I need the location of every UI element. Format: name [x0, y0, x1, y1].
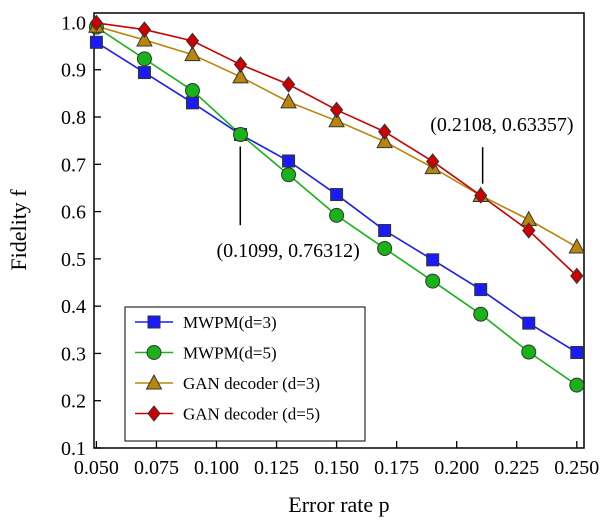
marker-circle: [329, 207, 345, 223]
annotations: (0.1099, 0.76312) (0.2108, 0.63357): [217, 114, 574, 262]
marker-triangle: [280, 92, 297, 109]
marker-triangle: [376, 132, 393, 149]
x-axis-label: Error rate p: [288, 492, 389, 517]
axis-ticks: 0.050 0.075 0.100 0.125 0.150 0.175 0.200 0.225…: [61, 12, 599, 479]
x-tick-label: 0.200: [434, 457, 479, 479]
y-tick-label: 0.8: [61, 107, 86, 129]
marker-diamond: [233, 56, 248, 73]
y-tick-label: 0.4: [61, 296, 86, 318]
plot-frame: [93, 12, 585, 449]
marker-diamond: [185, 32, 200, 50]
marker-circle: [473, 306, 489, 322]
y-axis-label: Fidelity f: [6, 189, 31, 271]
marker-triangle: [328, 111, 345, 128]
x-tick-label: 0.050: [74, 457, 119, 479]
y-tick-label: 0.7: [61, 154, 86, 176]
marker-circle: [569, 377, 585, 393]
x-tick-label: 0.100: [194, 457, 239, 479]
marker-circle: [281, 167, 297, 183]
y-tick-label: 0.9: [61, 60, 86, 82]
y-tick-label: 0.6: [61, 202, 86, 224]
marker-diamond: [147, 405, 161, 422]
marker-square: [282, 154, 296, 168]
marker-circle: [377, 240, 393, 256]
series-line: [96, 22, 578, 277]
annotation-label: (0.1099, 0.76312): [217, 240, 360, 262]
legend-label: MWPM(d=3): [183, 313, 277, 332]
x-tick-label: 0.250: [554, 457, 599, 479]
x-tick-label: 0.125: [254, 457, 299, 479]
marker-diamond: [522, 222, 536, 239]
x-tick-label: 0.175: [374, 457, 419, 479]
y-tick-label: 0.5: [61, 249, 86, 271]
marker-circle: [233, 127, 249, 143]
marker-triangle: [568, 237, 586, 254]
marker-circle: [136, 51, 152, 67]
marker-circle: [425, 273, 441, 289]
marker-square: [137, 66, 151, 80]
marker-triangle: [184, 45, 201, 62]
marker-diamond: [570, 267, 584, 285]
y-tick-label: 1.0: [61, 12, 86, 34]
marker-square: [522, 316, 536, 330]
marker-circle: [184, 83, 200, 99]
marker-square: [570, 345, 584, 359]
y-tick-label: 0.3: [61, 343, 86, 365]
legend-label: MWPM(d=5): [183, 344, 277, 363]
marker-square: [185, 96, 199, 110]
legend-box: [124, 306, 366, 442]
marker-square: [378, 224, 392, 237]
marker-diamond: [474, 187, 488, 204]
marker-circle: [146, 345, 162, 360]
x-tick-label: 0.075: [134, 457, 179, 479]
marker-diamond: [281, 76, 296, 93]
marker-square: [89, 35, 103, 49]
marker-diamond: [137, 21, 152, 38]
marker-square: [330, 188, 344, 202]
legend-label: GAN decoder (d=5): [183, 405, 320, 424]
series-markers: [88, 14, 586, 393]
marker-triangle: [232, 67, 249, 84]
marker-square: [426, 253, 440, 267]
annotation-label: (0.2108, 0.63357): [430, 114, 573, 136]
marker-diamond: [426, 153, 440, 170]
marker-circle: [521, 344, 537, 360]
legend: MWPM(d=3) MWPM(d=5) GAN decoder (d=3) GAN d…: [124, 306, 366, 442]
marker-square: [147, 315, 161, 329]
x-tick-label: 0.150: [314, 457, 359, 479]
marker-square: [474, 283, 488, 297]
y-tick-label: 0.2: [61, 391, 86, 413]
marker-diamond: [377, 123, 392, 140]
x-tick-label: 0.225: [494, 457, 539, 479]
legend-label: GAN decoder (d=3): [183, 374, 320, 393]
marker-diamond: [329, 101, 344, 119]
marker-triangle: [145, 373, 163, 390]
marker-diamond: [89, 14, 104, 32]
y-tick-label: 0.1: [61, 438, 86, 460]
marker-triangle: [136, 30, 153, 47]
